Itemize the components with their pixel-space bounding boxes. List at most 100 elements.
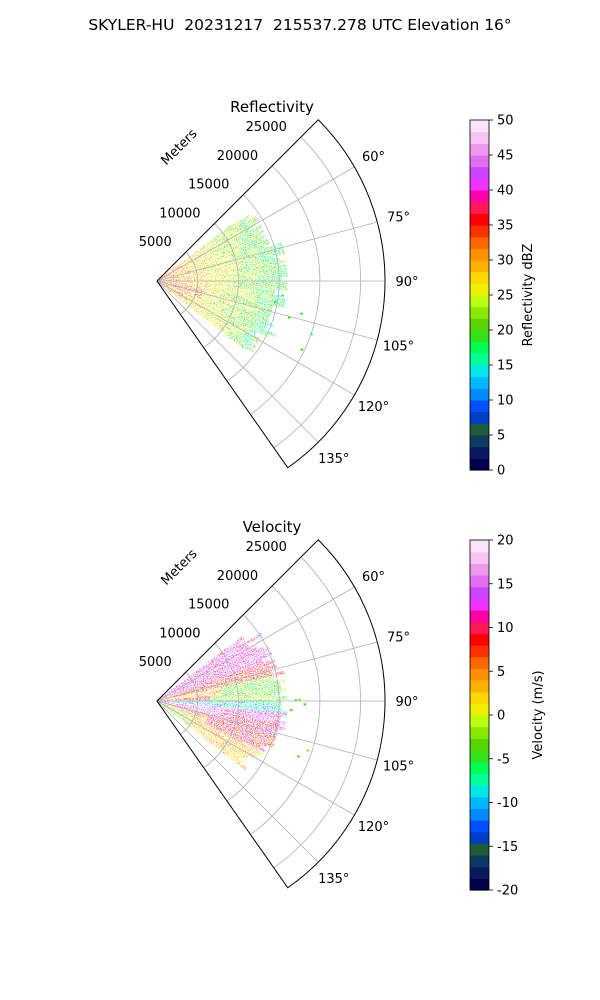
- colorbar-segment: [470, 680, 489, 693]
- colorbar-tick-label: 5: [497, 429, 505, 444]
- data-cell: [240, 344, 248, 351]
- data-cell: [243, 214, 251, 222]
- colorbar-segment: [470, 400, 489, 413]
- colorbar-tick-label: -15: [497, 840, 518, 855]
- azimuth-gridline: [156, 280, 378, 341]
- velocity-grid: [156, 539, 386, 889]
- data-cell: [269, 276, 276, 280]
- colorbar-segment: [470, 446, 489, 459]
- range-ring: [273, 556, 361, 869]
- colorbar-segment: [470, 190, 489, 203]
- colorbar-segment: [470, 633, 489, 646]
- outlier-echo: [300, 312, 303, 315]
- azimuth-tick-label: 120°: [358, 820, 389, 835]
- azimuth-gridline: [156, 700, 378, 761]
- data-cell: [277, 250, 285, 256]
- outlier-echo: [297, 755, 300, 758]
- colorbar-segment: [470, 260, 489, 273]
- outlier-echo: [300, 348, 304, 351]
- data-cell: [263, 276, 270, 280]
- azimuth-gridline: [156, 280, 355, 396]
- colorbar-segment: [470, 306, 489, 319]
- azimuth-gridline: [156, 641, 378, 702]
- azimuth-gridline: [156, 221, 378, 282]
- colorbar-tick-label: 20: [497, 324, 514, 339]
- data-cell: [280, 273, 288, 277]
- colorbar-segment: [470, 866, 489, 879]
- data-cell: [275, 696, 282, 700]
- range-tick-label: 25000: [246, 120, 287, 135]
- azimuth-gridline: [156, 700, 319, 863]
- velocity-panel: Velocity Meters 5000 10000 15000 20000 25000…: [139, 518, 546, 899]
- colorbar-segment: [470, 423, 489, 436]
- data-cell: [271, 672, 280, 677]
- colorbar-segment: [470, 330, 489, 343]
- velocity-range-ticks: 5000 10000 15000 20000 25000: [139, 540, 287, 670]
- range-ring: [180, 671, 199, 735]
- range-tick-label: 15000: [188, 598, 229, 613]
- range-ring: [273, 136, 361, 449]
- colorbar-segment: [470, 178, 489, 191]
- data-cell: [255, 751, 264, 758]
- data-cell: [278, 720, 286, 726]
- velocity-colorbar-label: Velocity (m/s): [531, 670, 546, 759]
- range-ring: [203, 643, 239, 769]
- colorbar-segment: [470, 785, 489, 798]
- outlier-echo: [281, 294, 284, 297]
- azimuth-tick-label: 75°: [387, 630, 410, 645]
- range-tick-label: 10000: [159, 626, 200, 641]
- velocity-azimuth-ticks: 60° 75° 90° 105° 120° 135°: [318, 570, 418, 887]
- colorbar-tick-label: 35: [497, 219, 514, 234]
- range-ring: [226, 194, 280, 382]
- velocity-title: Velocity: [243, 518, 302, 536]
- colorbar-segment: [470, 645, 489, 658]
- colorbar-tick-label: 50: [497, 114, 514, 129]
- range-tick-label: 25000: [246, 540, 287, 555]
- data-cell: [274, 690, 282, 695]
- azimuth-tick-label: 60°: [362, 570, 385, 585]
- colorbar-segment: [470, 458, 489, 471]
- colorbar-segment: [470, 166, 489, 179]
- colorbar-segment: [470, 796, 489, 809]
- colorbar-tick-label: 0: [497, 709, 505, 724]
- colorbar-tick-label: 10: [497, 394, 514, 409]
- azimuth-gridline: [156, 700, 355, 816]
- colorbar-segment: [470, 703, 489, 716]
- colorbar-segment: [470, 435, 489, 448]
- azimuth-tick-label: 135°: [318, 452, 349, 467]
- data-cell: [252, 217, 260, 224]
- sector-frame: [156, 119, 386, 469]
- data-cell: [280, 696, 288, 700]
- colorbar-segment: [470, 668, 489, 681]
- range-ring: [180, 251, 199, 315]
- reflectivity-grid: [156, 119, 386, 469]
- reflectivity-data-field: [156, 214, 313, 353]
- colorbar-tick-label: 15: [497, 359, 514, 374]
- colorbar-segment: [470, 656, 489, 669]
- colorbar-tick-label: 15: [497, 577, 514, 592]
- colorbar-segment: [470, 271, 489, 284]
- outlier-echo: [310, 333, 313, 336]
- data-cell: [280, 287, 288, 291]
- colorbar-segment: [470, 726, 489, 739]
- data-cell: [252, 337, 260, 344]
- data-cell: [279, 679, 287, 684]
- data-cell: [274, 286, 282, 291]
- colorbar-segment: [470, 621, 489, 634]
- outlier-echo: [298, 698, 301, 701]
- range-tick-label: 5000: [139, 655, 172, 670]
- colorbar-segment: [470, 820, 489, 833]
- colorbar-tick-label: 10: [497, 621, 514, 636]
- colorbar-tick-label: 5: [497, 665, 505, 680]
- data-cell: [263, 696, 270, 700]
- reflectivity-title: Reflectivity: [230, 98, 314, 116]
- data-cell: [269, 696, 276, 700]
- data-cell: [275, 276, 282, 280]
- range-tick-label: 10000: [159, 206, 200, 221]
- colorbar-segment: [470, 201, 489, 214]
- colorbar-segment: [470, 225, 489, 238]
- outlier-echo: [290, 708, 293, 711]
- data-cell: [259, 233, 268, 240]
- reflectivity-range-ticks: 5000 10000 15000 20000 25000: [139, 120, 287, 250]
